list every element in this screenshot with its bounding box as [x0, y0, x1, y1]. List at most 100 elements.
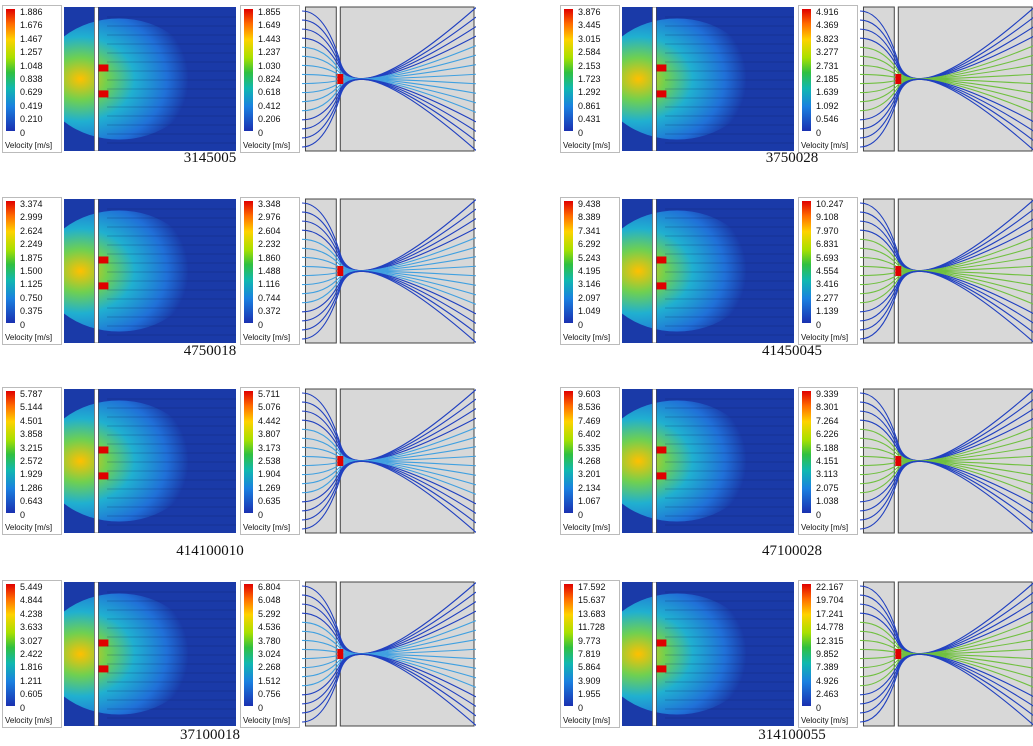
- legend-unit-label: Velocity [m/s]: [5, 523, 53, 532]
- left-legend: 5.449 4.844 4.238 3.633 3.027 2.422 1.816 1.211…: [2, 580, 62, 728]
- legend-tick: 5.188: [816, 442, 839, 453]
- color-scale-bar: [802, 201, 811, 323]
- color-scale-bar: [6, 584, 15, 706]
- legend-tick: 1.125: [20, 279, 43, 290]
- legend-tick: 1.886: [20, 7, 43, 17]
- right-legend: 1.855 1.649 1.443 1.237 1.030 0.824 0.618 0.412…: [240, 5, 300, 153]
- legend-tick: 17.592: [578, 582, 606, 592]
- legend-tick: 3.024: [258, 649, 281, 659]
- color-scale-bar: [244, 9, 253, 131]
- legend-tick: 2.976: [258, 212, 281, 223]
- legend-tick: 8.301: [816, 402, 839, 413]
- color-scale-bar: [564, 584, 573, 706]
- legend-tick: 2.249: [20, 239, 43, 250]
- velocity-contour-plot: [622, 199, 794, 343]
- right-legend: 4.916 4.369 3.823 3.277 2.731 2.185 1.639 1.092…: [798, 5, 858, 153]
- legend-tick: 2.422: [20, 649, 43, 659]
- legend-tick: 3.173: [258, 442, 281, 453]
- case-label: 3145005: [183, 150, 237, 166]
- case-label: 3750028: [765, 150, 819, 166]
- legend-tick: 0: [816, 509, 822, 520]
- left-legend: 9.438 8.389 7.341 6.292 5.243 4.195 3.146 2.097…: [560, 197, 620, 345]
- color-scale-bar: [244, 391, 253, 513]
- legend-tick: 11.728: [578, 622, 605, 633]
- legend-tick: 6.402: [578, 429, 601, 440]
- legend-tick: 0.372: [258, 306, 281, 317]
- velocity-contour-plot: [64, 582, 236, 726]
- legend-tick: 2.538: [258, 456, 281, 466]
- velocity-streamline-plot: [860, 581, 1033, 727]
- legend-tick: 1.048: [20, 60, 43, 71]
- legend-tick: 0: [578, 127, 584, 138]
- legend-tick: 19.704: [816, 595, 844, 606]
- color-scale-bar: [802, 584, 811, 706]
- velocity-contour-plot: [64, 389, 236, 533]
- legend-tick: 4.926: [816, 675, 839, 686]
- legend-tick: 3.823: [816, 33, 839, 44]
- legend-tick: 9.852: [816, 649, 839, 659]
- legend-unit-label: Velocity [m/s]: [243, 716, 291, 725]
- legend-tick: 2.572: [20, 456, 43, 466]
- legend-tick: 4.238: [20, 608, 43, 619]
- color-scale-bar: [564, 9, 573, 131]
- legend-tick: 9.603: [578, 389, 601, 399]
- color-scale-bar: [802, 9, 811, 131]
- color-scale-bar: [6, 9, 15, 131]
- legend-tick: 3.027: [20, 635, 43, 646]
- legend-tick: 1.723: [578, 74, 601, 84]
- legend-tick: 1.676: [20, 20, 43, 31]
- legend-tick: 9.773: [578, 635, 601, 646]
- legend-tick: 8.389: [578, 212, 601, 223]
- left-legend: 5.787 5.144 4.501 3.858 3.215 2.572 1.929 1.286…: [2, 387, 62, 535]
- legend-tick: 0: [816, 127, 822, 138]
- legend-tick: 7.819: [578, 649, 601, 659]
- legend-unit-label: Velocity [m/s]: [801, 141, 849, 150]
- legend-tick: 2.463: [816, 689, 839, 700]
- legend-tick: 5.292: [258, 608, 281, 619]
- legend-tick: 5.243: [578, 252, 601, 263]
- legend-tick: 3.633: [20, 622, 43, 633]
- legend-tick: 0.629: [20, 87, 43, 98]
- right-legend: 5.711 5.076 4.442 3.807 3.173 2.538 1.904 1.269…: [240, 387, 300, 535]
- case-label: 37100018: [180, 727, 240, 743]
- legend-tick: 9.108: [816, 212, 839, 223]
- legend-tick: 2.604: [258, 225, 281, 236]
- legend-tick: 1.488: [258, 266, 281, 276]
- color-scale-bar: [564, 201, 573, 323]
- legend-tick: 8.536: [578, 402, 601, 413]
- legend-tick: 0: [816, 702, 822, 713]
- legend-unit-label: Velocity [m/s]: [563, 716, 611, 725]
- legend-tick: 3.201: [578, 469, 601, 480]
- legend-tick: 1.269: [258, 482, 281, 493]
- legend-tick: 1.855: [258, 7, 281, 17]
- legend-unit-label: Velocity [m/s]: [243, 333, 291, 342]
- legend-tick: 2.277: [816, 292, 839, 303]
- legend-tick: 2.584: [578, 47, 601, 58]
- legend-tick: 0.756: [258, 689, 281, 700]
- legend-tick: 2.999: [20, 212, 43, 223]
- color-scale-bar: [802, 391, 811, 513]
- legend-tick: 2.153: [578, 60, 601, 71]
- legend-tick: 2.232: [258, 239, 281, 250]
- legend-tick: 4.151: [816, 456, 839, 466]
- legend-tick: 4.195: [578, 266, 601, 276]
- case-label: 4750018: [183, 343, 237, 359]
- legend-tick: 5.144: [20, 402, 43, 413]
- legend-tick: 0.412: [258, 100, 281, 111]
- legend-tick: 0: [816, 319, 822, 330]
- legend-tick: 2.624: [20, 225, 43, 236]
- legend-tick: 0.635: [258, 496, 281, 507]
- legend-unit-label: Velocity [m/s]: [563, 523, 611, 532]
- legend-tick: 17.241: [816, 608, 844, 619]
- velocity-streamline-plot: [860, 6, 1033, 152]
- legend-tick: 1.237: [258, 47, 281, 58]
- left-legend: 1.886 1.676 1.467 1.257 1.048 0.838 0.629 0.419…: [2, 5, 62, 153]
- legend-tick: 3.215: [20, 442, 43, 453]
- legend-tick: 3.909: [578, 675, 601, 686]
- legend-unit-label: Velocity [m/s]: [563, 333, 611, 342]
- velocity-streamline-plot: [860, 198, 1033, 344]
- legend-tick: 2.185: [816, 74, 839, 84]
- legend-unit-label: Velocity [m/s]: [243, 523, 291, 532]
- legend-tick: 7.970: [816, 225, 839, 236]
- velocity-streamline-plot: [302, 198, 476, 344]
